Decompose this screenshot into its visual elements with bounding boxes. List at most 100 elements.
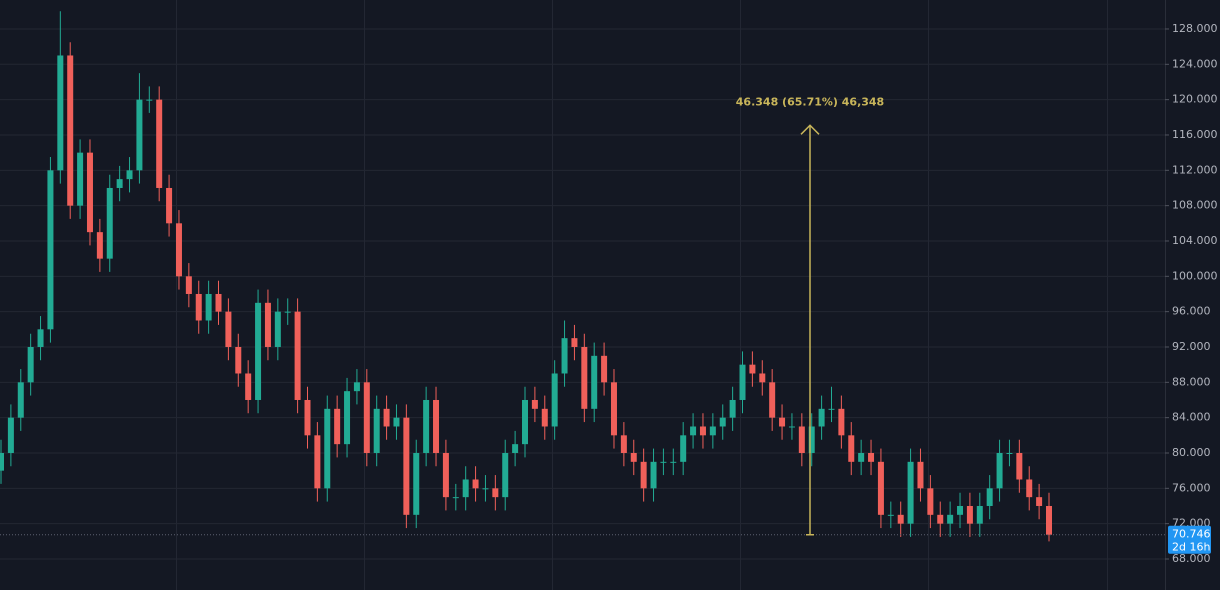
y-tick-label: 124.000 (1172, 57, 1218, 70)
candle-body (284, 311, 291, 313)
candle-body (868, 452, 875, 462)
candle-body (986, 488, 993, 506)
candle-body (274, 311, 281, 347)
candle-body (116, 179, 123, 188)
candle-body (759, 373, 766, 383)
candle-body (828, 408, 835, 410)
candle-body (1046, 505, 1052, 535)
candle-body (541, 408, 548, 427)
candle-body (571, 338, 578, 347)
candle-body (709, 426, 716, 436)
candle-body (788, 426, 795, 428)
candle-body (383, 408, 390, 427)
candle-body (877, 461, 884, 515)
candle-body (353, 382, 360, 392)
candle-body (660, 461, 667, 463)
y-tick-label: 112.000 (1172, 163, 1218, 176)
candle-body (610, 382, 617, 436)
y-tick-label: 84.000 (1172, 411, 1211, 424)
y-tick-label: 108.000 (1172, 199, 1218, 212)
candle-body (699, 426, 706, 436)
candle-body (166, 187, 173, 224)
candle-body (27, 346, 34, 383)
candle-body (502, 452, 509, 498)
candle-body (334, 408, 341, 445)
candle-body (17, 382, 24, 418)
candle-body (47, 170, 54, 330)
candle-body (719, 417, 726, 427)
candle-body (561, 338, 568, 374)
candle-body (996, 452, 1003, 489)
candle-body (640, 461, 647, 489)
candle-body (779, 417, 786, 427)
candle-body (472, 479, 479, 489)
candle-body (512, 444, 519, 453)
candle-body (86, 152, 93, 233)
candle-body (393, 417, 400, 427)
candle-body (907, 461, 914, 524)
candle-body (7, 417, 14, 453)
candle-body (225, 311, 232, 347)
candle-body (37, 329, 44, 347)
candle-body (937, 514, 944, 524)
candle-body (749, 364, 756, 374)
y-tick-label: 120.000 (1172, 93, 1218, 106)
candle-body (344, 391, 351, 445)
candle-body (156, 99, 163, 188)
last-price-tag (1168, 525, 1211, 554)
candle-body (264, 302, 271, 347)
candle-body (96, 232, 103, 259)
candle-body (175, 223, 182, 277)
y-tick-label: 116.000 (1172, 128, 1218, 141)
candle-body (136, 99, 143, 171)
y-tick-label: 92.000 (1172, 340, 1211, 353)
candle-body (838, 408, 845, 436)
y-tick-label: 68.000 (1172, 552, 1211, 565)
y-tick-label: 96.000 (1172, 305, 1211, 318)
candle-body (818, 408, 825, 427)
candle-body (77, 152, 84, 206)
candle-body (601, 355, 608, 383)
candle-body (887, 514, 894, 516)
candle-body (373, 408, 380, 453)
candle-body (255, 302, 262, 400)
candle-body (235, 346, 242, 374)
candle-body (433, 399, 440, 453)
candle-body (927, 488, 934, 515)
candle-body (581, 346, 588, 409)
candle-body (917, 461, 924, 489)
candle-body (363, 382, 370, 453)
candle-body (1036, 497, 1043, 506)
candle-body (195, 293, 202, 321)
candle-body (413, 452, 420, 515)
candle-body (423, 399, 430, 453)
candle-body (215, 293, 222, 312)
candle-body (522, 399, 528, 445)
candle-body (551, 373, 558, 427)
candle-body (304, 399, 311, 436)
candle-body (57, 55, 64, 171)
candle-body (324, 408, 331, 489)
candle-body (630, 452, 637, 462)
y-tick-label: 100.000 (1172, 269, 1218, 282)
candle-body (947, 514, 954, 524)
candle-body (442, 452, 449, 498)
countdown-label: 2d 16h (1172, 541, 1210, 554)
y-tick-label: 128.000 (1172, 22, 1218, 35)
candle-body (185, 276, 192, 294)
y-tick-label: 80.000 (1172, 446, 1211, 459)
candle-body (680, 435, 687, 462)
candle-body (0, 452, 4, 471)
candle-body (462, 479, 469, 498)
candle-body (314, 435, 321, 489)
candle-body (294, 311, 301, 400)
candle-body (126, 170, 133, 180)
candle-body (690, 426, 697, 436)
candle-body (739, 364, 746, 400)
candle-body (1006, 452, 1013, 454)
candle-body (403, 417, 410, 515)
candle-body (858, 452, 865, 462)
candle-body (591, 355, 598, 409)
